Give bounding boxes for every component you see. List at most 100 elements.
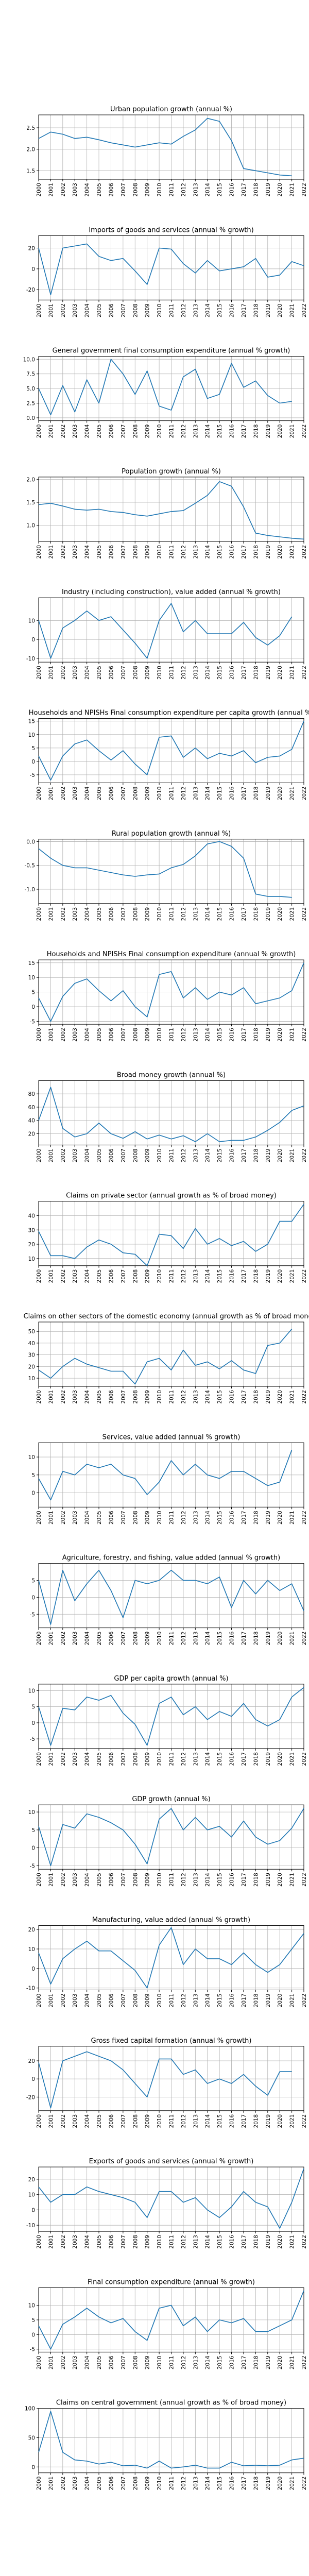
x-tick-label: 2013 bbox=[193, 2355, 199, 2369]
x-tick-label: 2001 bbox=[48, 2477, 54, 2490]
x-tick-label: 2009 bbox=[145, 2355, 151, 2369]
y-tick-label: 5 bbox=[31, 1704, 35, 1710]
x-tick-label: 2002 bbox=[60, 545, 66, 559]
x-tick-label: 2002 bbox=[60, 1269, 66, 1283]
x-tick-label: 2000 bbox=[36, 787, 42, 801]
x-tick-label: 2005 bbox=[96, 1028, 102, 1042]
x-tick-label: 2001 bbox=[48, 666, 54, 680]
x-tick-label: 2001 bbox=[48, 1390, 54, 1404]
x-tick-label: 2007 bbox=[121, 2114, 127, 2128]
x-tick-label: 2018 bbox=[253, 1028, 259, 1042]
x-tick-label: 2013 bbox=[193, 183, 199, 197]
chart-panel: Industry (including construction), value… bbox=[26, 588, 307, 680]
y-tick-label: 0 bbox=[31, 1595, 35, 1601]
chart-title: Imports of goods and services (annual % … bbox=[89, 226, 253, 234]
y-tick-label: -10 bbox=[26, 656, 35, 662]
x-tick-label: 2018 bbox=[253, 1148, 259, 1162]
series-line bbox=[38, 1927, 304, 1989]
x-tick-label: 2006 bbox=[108, 2355, 114, 2369]
y-tick-label: -5 bbox=[30, 1612, 35, 1618]
x-tick-label: 2002 bbox=[60, 183, 66, 197]
x-tick-label: 2015 bbox=[217, 907, 223, 921]
x-tick-label: 2003 bbox=[72, 425, 78, 438]
series-line bbox=[38, 962, 304, 1022]
x-tick-label: 2014 bbox=[205, 2114, 211, 2128]
chart-title: Exports of goods and services (annual % … bbox=[89, 2158, 254, 2165]
x-tick-label: 2020 bbox=[277, 907, 283, 921]
x-tick-label: 2010 bbox=[157, 2235, 163, 2249]
x-tick-label: 2007 bbox=[121, 1269, 127, 1283]
x-tick-label: 2003 bbox=[72, 1511, 78, 1524]
y-tick-label: -5 bbox=[30, 1019, 35, 1025]
x-tick-label: 2003 bbox=[72, 2477, 78, 2490]
x-tick-label: 2012 bbox=[181, 1632, 187, 1646]
x-tick-label: 2013 bbox=[193, 907, 199, 921]
y-tick-label: -20 bbox=[26, 2094, 35, 2100]
x-tick-label: 2016 bbox=[229, 1631, 235, 1645]
series-line bbox=[38, 359, 292, 415]
x-tick-label: 2003 bbox=[72, 907, 78, 921]
y-tick-label: -5 bbox=[30, 1736, 35, 1742]
x-tick-label: 2019 bbox=[265, 1390, 271, 1404]
series-line bbox=[38, 243, 304, 295]
x-tick-label: 2021 bbox=[289, 1632, 296, 1646]
x-tick-label: 2012 bbox=[181, 2355, 187, 2369]
x-tick-label: 2009 bbox=[145, 1873, 151, 1887]
x-tick-label: 2022 bbox=[301, 1148, 307, 1162]
y-tick-label: 0.0 bbox=[26, 415, 35, 421]
x-tick-label: 2001 bbox=[48, 1148, 54, 1162]
x-tick-label: 2019 bbox=[265, 1994, 271, 2008]
x-tick-label: 2010 bbox=[157, 1390, 163, 1404]
x-tick-label: 2007 bbox=[121, 1028, 127, 1042]
y-tick-label: 10 bbox=[28, 1809, 35, 1816]
x-tick-label: 2015 bbox=[217, 1511, 223, 1524]
y-tick-label: -0.5 bbox=[25, 863, 36, 869]
y-tick-label: 1.0 bbox=[26, 523, 35, 529]
x-tick-label: 2016 bbox=[229, 1269, 235, 1283]
x-tick-label: 2006 bbox=[108, 1148, 114, 1162]
chart-title: Gross fixed capital formation (annual % … bbox=[91, 2037, 252, 2045]
x-tick-label: 2017 bbox=[241, 1390, 247, 1404]
x-tick-label: 2018 bbox=[253, 2114, 259, 2128]
chart-title: Manufacturing, value added (annual % gro… bbox=[92, 1917, 250, 1924]
x-tick-label: 2019 bbox=[265, 2477, 271, 2490]
x-tick-label: 2016 bbox=[229, 303, 235, 317]
x-tick-label: 2012 bbox=[181, 1269, 187, 1283]
x-tick-label: 2000 bbox=[36, 2114, 42, 2128]
x-tick-label: 2001 bbox=[48, 2114, 54, 2128]
x-tick-label: 2010 bbox=[157, 907, 163, 921]
x-tick-label: 2000 bbox=[36, 1511, 42, 1524]
chart-panel: Exports of goods and services (annual % … bbox=[26, 2158, 307, 2249]
x-tick-label: 2011 bbox=[169, 425, 175, 438]
x-tick-label: 2020 bbox=[277, 1873, 283, 1887]
x-tick-label: 2006 bbox=[108, 2235, 114, 2249]
x-tick-label: 2017 bbox=[241, 907, 247, 921]
x-tick-label: 2001 bbox=[48, 1752, 54, 1766]
y-tick-label: 5 bbox=[31, 990, 35, 996]
x-tick-label: 2009 bbox=[145, 1511, 151, 1524]
x-tick-label: 2000 bbox=[36, 1632, 42, 1646]
x-tick-label: 2020 bbox=[277, 666, 283, 680]
x-tick-label: 2014 bbox=[205, 666, 211, 680]
x-tick-label: 2005 bbox=[96, 303, 102, 317]
x-tick-label: 2013 bbox=[193, 1028, 199, 1042]
x-tick-label: 2017 bbox=[241, 1148, 247, 1162]
x-tick-label: 2014 bbox=[205, 1390, 211, 1404]
y-tick-label: 40 bbox=[28, 1118, 35, 1124]
x-tick-label: 2004 bbox=[84, 303, 91, 317]
x-tick-label: 2014 bbox=[205, 1752, 211, 1766]
series-line bbox=[38, 2051, 292, 2109]
y-tick-label: 15 bbox=[28, 960, 35, 967]
x-tick-label: 2022 bbox=[301, 425, 307, 438]
x-tick-label: 2020 bbox=[277, 2114, 283, 2128]
x-tick-label: 2001 bbox=[48, 303, 54, 317]
x-tick-label: 2008 bbox=[132, 1390, 139, 1404]
x-tick-label: 2003 bbox=[72, 2355, 78, 2369]
y-tick-label: 2.5 bbox=[26, 125, 35, 131]
series-line bbox=[38, 2290, 304, 2350]
series-line bbox=[38, 721, 304, 781]
x-tick-label: 2014 bbox=[205, 183, 211, 197]
x-tick-label: 2004 bbox=[84, 1873, 91, 1887]
x-tick-label: 2006 bbox=[108, 666, 114, 680]
x-tick-label: 2011 bbox=[169, 1994, 175, 2008]
